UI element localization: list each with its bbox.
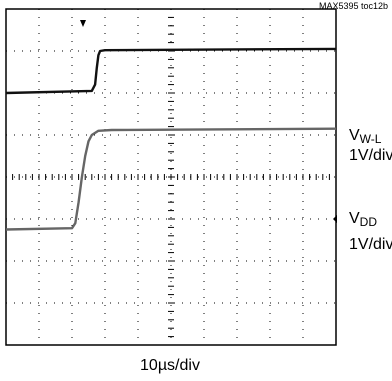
vdd-main: V bbox=[349, 210, 360, 227]
trace-scale-vdd: 1V/div bbox=[349, 236, 392, 253]
graticule bbox=[6, 9, 336, 346]
vwl-main: V bbox=[349, 127, 360, 144]
traces bbox=[5, 47, 337, 231]
timebase-label: 10µs/div bbox=[140, 357, 200, 374]
trace-label-vdd: VDD bbox=[349, 210, 377, 231]
trace-label-vwl: VW-L bbox=[349, 127, 381, 148]
trace-vwl bbox=[5, 47, 337, 95]
figure-reference: MAX5395 toc12b bbox=[318, 1, 388, 11]
trace-vdd bbox=[5, 127, 337, 231]
vdd-sub: DD bbox=[359, 215, 378, 229]
channel-marker bbox=[333, 215, 337, 223]
vwl-sub: W-L bbox=[359, 132, 382, 146]
trace-scale-vwl: 1V/div bbox=[349, 147, 392, 164]
trigger-marker bbox=[80, 20, 86, 27]
